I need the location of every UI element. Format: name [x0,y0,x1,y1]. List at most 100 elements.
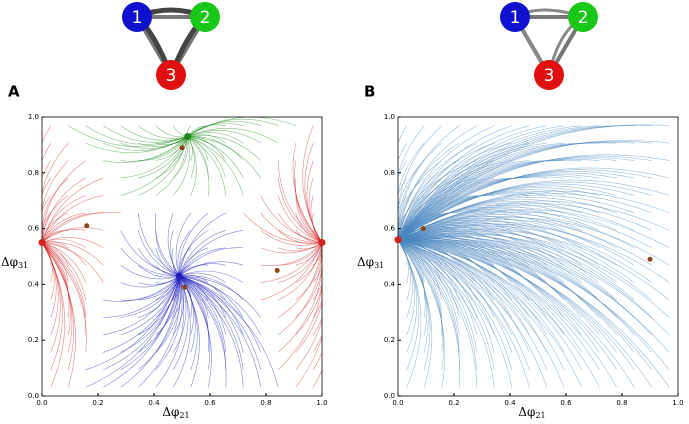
y-tick-label: 0.4 [384,280,396,288]
streamline [42,177,51,243]
streamline [398,141,652,240]
subscript: 31 [18,261,28,270]
streamline [42,242,86,266]
symbol: Δφ [518,405,535,419]
streamline [103,275,180,371]
node [122,2,152,32]
streamline [398,239,600,388]
streamline [42,227,104,243]
streamline [138,275,180,301]
streamline [42,242,87,335]
x-tick-label: 0.6 [560,399,572,407]
streamline [398,239,460,370]
fixed-point [175,272,183,280]
streamline [278,242,322,353]
streamline [398,125,408,240]
y-tick-label: 0.8 [28,169,39,177]
streamline [398,239,530,388]
streamline [42,195,51,243]
streamline [179,275,244,301]
streamline [398,239,583,388]
streamline [42,160,86,243]
streamline [179,275,262,388]
fixed-point [647,256,653,262]
streamline [178,230,226,277]
streamline [278,242,322,283]
streamline [120,136,188,196]
streamline [155,275,183,371]
streamline [398,239,478,388]
streamline [398,200,670,241]
streamline [42,125,52,243]
streamline [398,125,565,240]
streamline [278,242,322,301]
x-tick-label: 0.0 [36,399,47,407]
x-tick-label: 0.8 [616,399,627,407]
streamline [398,223,617,266]
streamline [42,242,87,353]
subscript: 31 [374,261,384,270]
node [500,2,530,32]
streamline [260,242,322,267]
streamline [42,242,87,318]
streamline [179,275,262,370]
y-axis-label: Δφ31 [1,255,28,271]
streamline [103,125,188,143]
node [156,60,186,90]
fixed-point [394,236,402,244]
fixed-point [318,239,326,247]
streamline [398,239,652,371]
streamline [187,136,261,179]
streamline [398,239,652,353]
streamline [295,242,322,283]
streamline [398,125,635,240]
streamline [398,125,512,240]
streamline [42,242,55,301]
streamline [155,247,180,277]
streamline [137,212,180,277]
streamline [398,125,442,240]
streamline [138,275,181,388]
streamline [42,177,69,243]
streamline [42,160,52,243]
y-tick-label: 0.2 [384,336,395,344]
streamline [278,242,322,371]
x-tick-label: 0.4 [504,399,516,407]
streamline [173,136,189,179]
streamline [302,125,322,243]
streamline [179,275,244,318]
node [190,2,220,32]
network-icon: 1 2 3 [500,2,598,90]
x-tick-label: 1.0 [672,399,683,407]
streamline [120,125,188,141]
streamline [103,275,180,353]
streamline [42,242,63,370]
x-tick-label: 0.4 [148,399,160,407]
x-tick-label: 0.0 [392,399,403,407]
streamline [398,167,670,240]
streamline [173,136,190,196]
streamline [42,242,70,318]
streamline [187,136,227,196]
streamline [120,136,188,162]
node-label: 3 [166,66,177,86]
streamline [398,160,425,240]
streamline [398,239,478,370]
streamline [120,276,180,371]
streamline [42,242,76,388]
streamline [398,239,617,353]
y-tick-label: 0.6 [384,225,396,233]
node [568,2,598,32]
streamline [398,239,446,388]
streamline [398,124,670,240]
streamline [155,136,188,196]
streamline [138,275,180,336]
streamline [137,230,180,277]
fixed-point [38,239,46,247]
streamline [138,276,180,353]
streamline [277,177,322,243]
streamline [42,242,87,301]
node-label: 1 [510,8,521,28]
streamline [398,217,670,266]
streamline [398,157,635,240]
